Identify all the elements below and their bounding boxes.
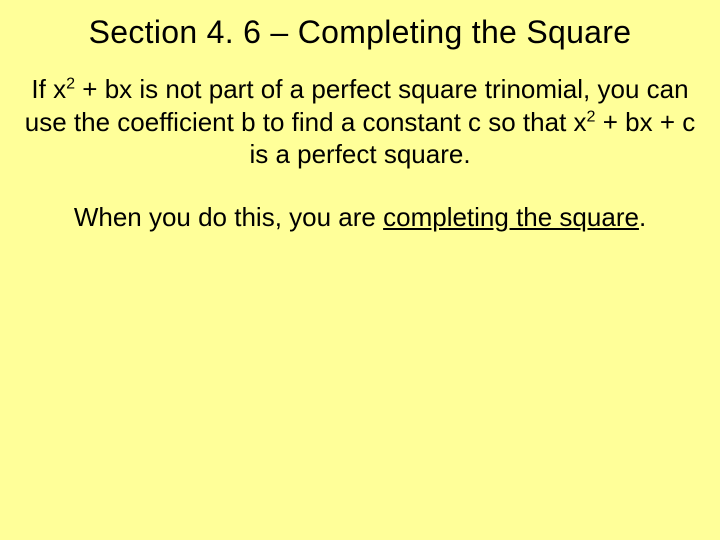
paragraph-2: When you do this, you are completing the… [24, 201, 696, 234]
paragraph-1: If x2 + bx is not part of a perfect squa… [24, 73, 696, 171]
p2-seg2: . [639, 202, 646, 232]
p2-underline: completing the square [383, 202, 639, 232]
p1-seg1: If x [31, 74, 66, 104]
p1-seg2: + bx is not part of a perfect square tri… [25, 74, 689, 137]
p1-sup1: 2 [66, 74, 75, 92]
slide-container: Section 4. 6 – Completing the Square If … [0, 0, 720, 540]
p2-seg1: When you do this, you are [74, 202, 383, 232]
slide-title: Section 4. 6 – Completing the Square [24, 14, 696, 51]
p1-sup2: 2 [587, 107, 596, 125]
